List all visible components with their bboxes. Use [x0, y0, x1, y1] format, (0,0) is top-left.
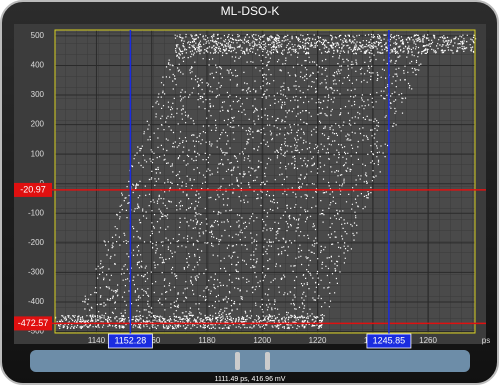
- time-slider[interactable]: [30, 350, 470, 372]
- h-cursor-tag: [14, 316, 52, 331]
- v-cursor-tag: [366, 333, 412, 349]
- h-cursor-tag: [14, 182, 52, 197]
- y-tick-label: 500: [31, 31, 45, 40]
- slider-handle[interactable]: [235, 352, 240, 370]
- v-cursor-label: 1152.28: [114, 335, 146, 345]
- y-tick-label: 100: [31, 149, 45, 158]
- y-tick-label: 200: [31, 120, 45, 129]
- slider-handle[interactable]: [265, 352, 270, 370]
- v-cursor-label: 1245.85: [373, 335, 406, 345]
- title: ML-DSO-K: [221, 4, 280, 18]
- x-tick-label: 1140: [88, 336, 106, 345]
- y-tick-label: -200: [28, 238, 45, 247]
- y-tick-label: -500: [28, 327, 45, 336]
- waveform: [55, 33, 477, 330]
- y-tick-label: 400: [31, 61, 45, 70]
- y-tick-label: -400: [28, 297, 45, 306]
- plot-area: [55, 30, 475, 333]
- x-tick-label: 1180: [198, 336, 216, 345]
- plot-border: [54, 29, 476, 334]
- h-cursor-label: -20.97: [20, 184, 46, 194]
- y-tick-label: -300: [28, 268, 45, 277]
- v-cursor-tag: [107, 333, 153, 349]
- y-tick-label: -100: [28, 208, 45, 217]
- x-tick-label: 1200: [253, 336, 271, 345]
- readout: 1111.49 ps, 416.96 mV: [215, 376, 286, 383]
- x-tick-label: 1220: [309, 336, 327, 345]
- x-tick-label: 1260: [419, 336, 437, 345]
- x-unit: ps: [482, 336, 490, 345]
- y-tick-label: 300: [31, 90, 45, 99]
- h-cursor-label: -472.57: [18, 318, 49, 328]
